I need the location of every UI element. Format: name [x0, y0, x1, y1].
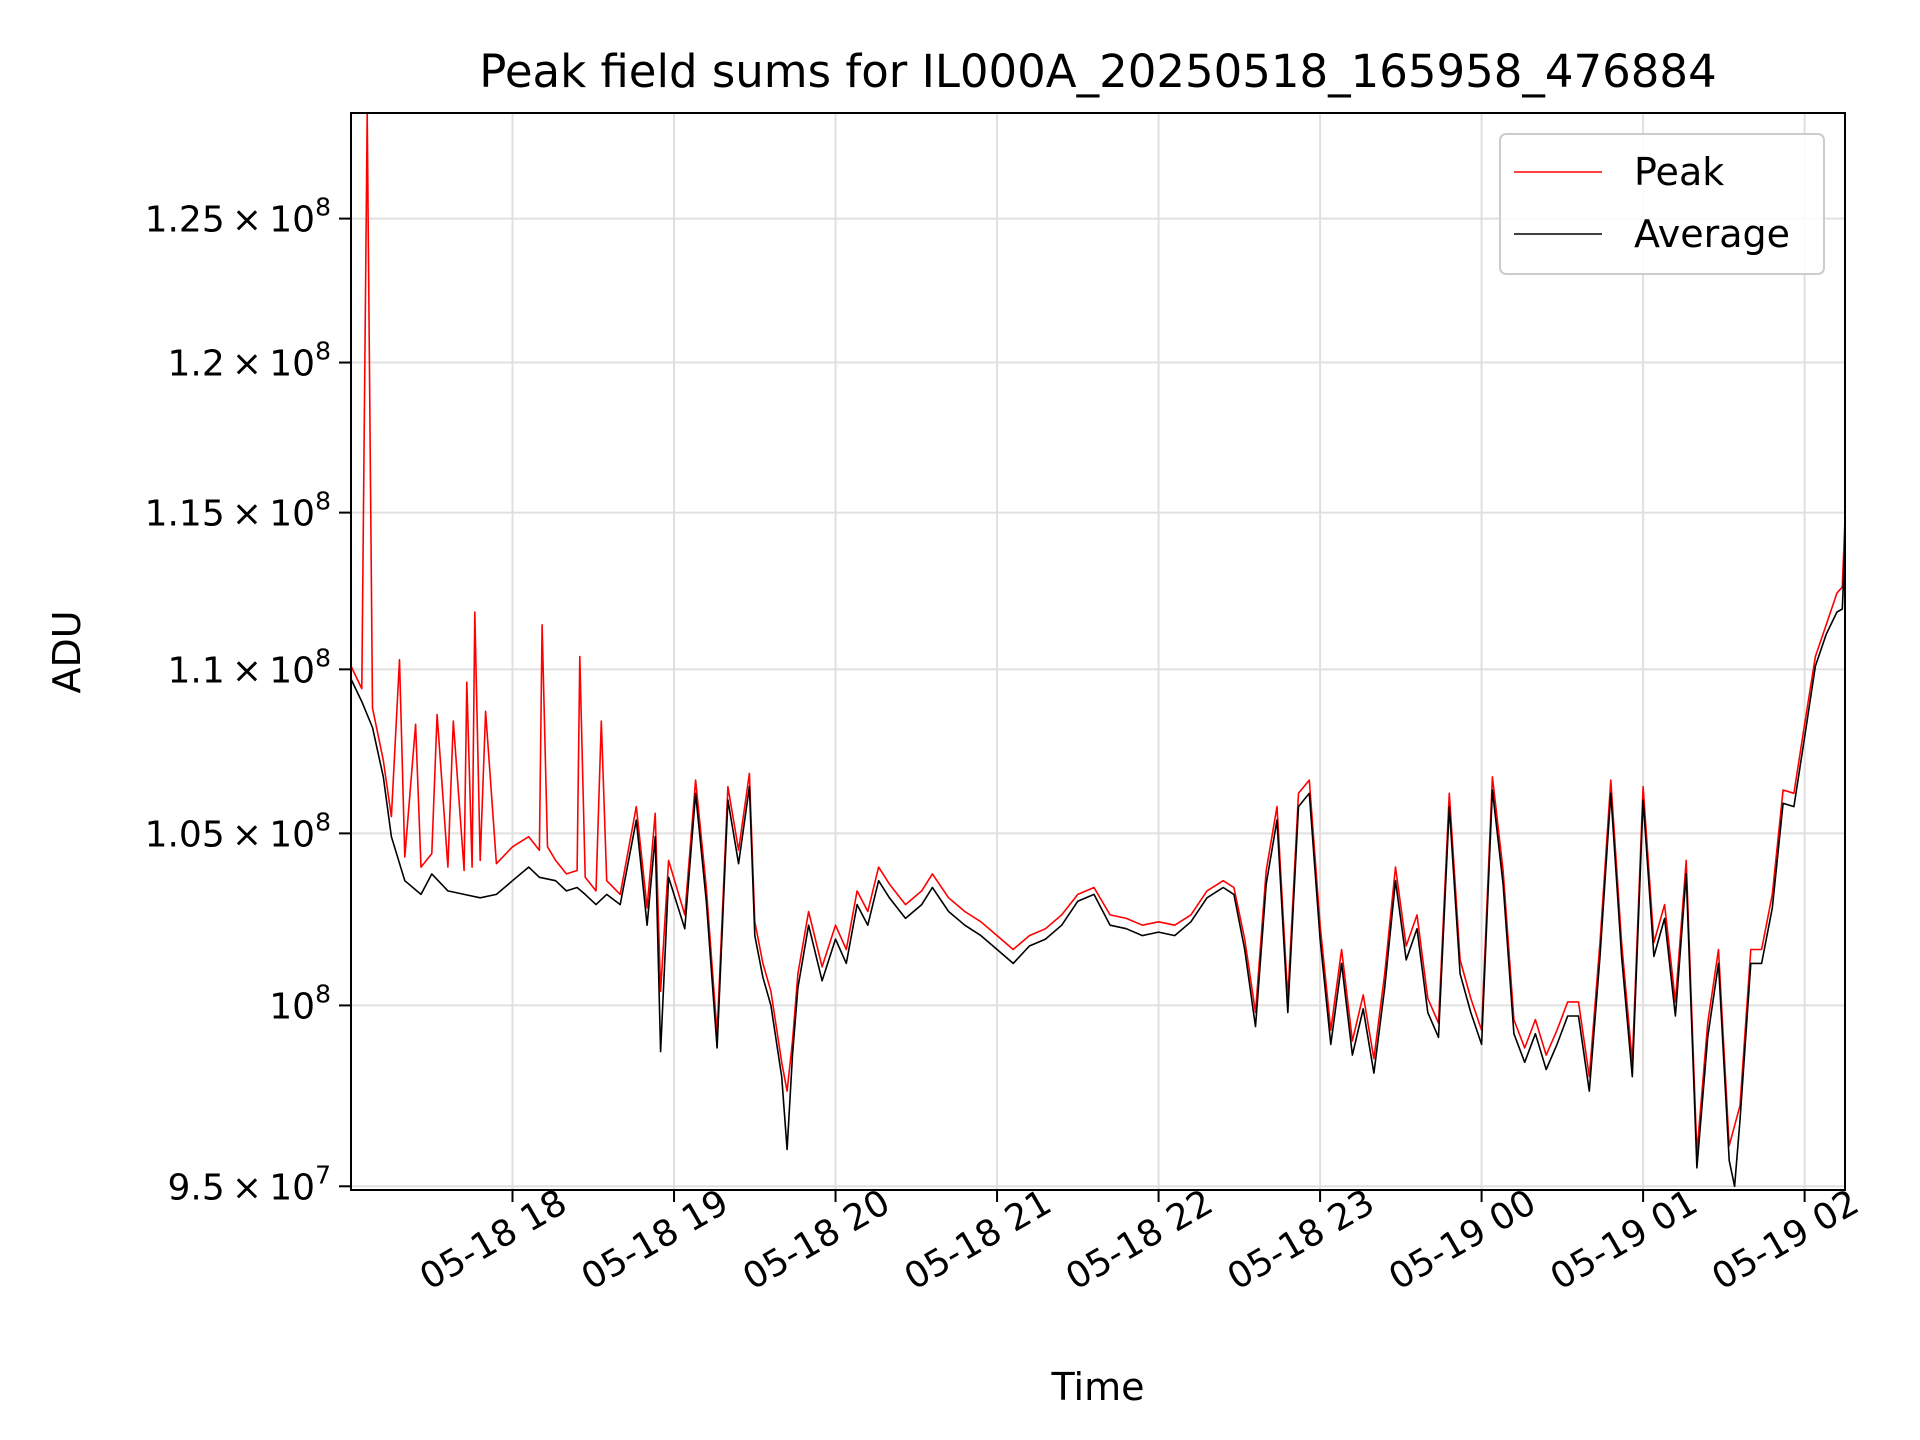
y-tick-exponent: 8	[315, 807, 331, 836]
y-tick-exponent: 8	[315, 487, 331, 516]
y-axis-title: ADU	[45, 610, 89, 693]
y-tick-exponent: 8	[315, 337, 331, 366]
y-tick-base: 1.1 × 10	[167, 650, 315, 691]
y-tick-label: 108	[269, 979, 331, 1027]
y-tick-label: 1.1 × 108	[167, 643, 331, 691]
y-tick-exponent: 8	[315, 193, 331, 222]
plot-frame	[350, 112, 1846, 1191]
y-tick-base: 9.5 × 10	[167, 1167, 315, 1208]
legend-label-average: Average	[1634, 212, 1790, 256]
y-tick-exponent: 8	[315, 979, 331, 1008]
y-tick-base: 1.05 × 10	[145, 814, 316, 855]
series-layer	[351, 113, 1845, 1188]
series-line-average	[351, 543, 1845, 1188]
y-tick-label: 1.2 × 108	[167, 337, 331, 385]
legend: Peak Average	[1499, 133, 1825, 275]
y-tick-exponent: 7	[315, 1160, 331, 1189]
series-line-peak	[351, 113, 1845, 1154]
x-axis-title: Time	[1051, 1365, 1145, 1409]
y-tick-label: 1.25 × 108	[145, 193, 331, 241]
y-tick-label: 1.15 × 108	[145, 487, 331, 535]
y-tick-base: 1.25 × 10	[145, 200, 316, 241]
y-tick-base: 1.15 × 10	[145, 494, 316, 535]
legend-box	[1499, 133, 1825, 275]
y-tick-label: 1.05 × 108	[145, 807, 331, 855]
legend-label-peak: Peak	[1634, 150, 1724, 194]
y-tick-base: 10	[269, 986, 315, 1027]
y-tick-label: 9.5 × 107	[167, 1160, 331, 1208]
chart-title: Peak field sums for IL000A_20250518_1659…	[479, 45, 1716, 98]
y-tick-exponent: 8	[315, 643, 331, 672]
y-tick-base: 1.2 × 10	[167, 344, 315, 385]
